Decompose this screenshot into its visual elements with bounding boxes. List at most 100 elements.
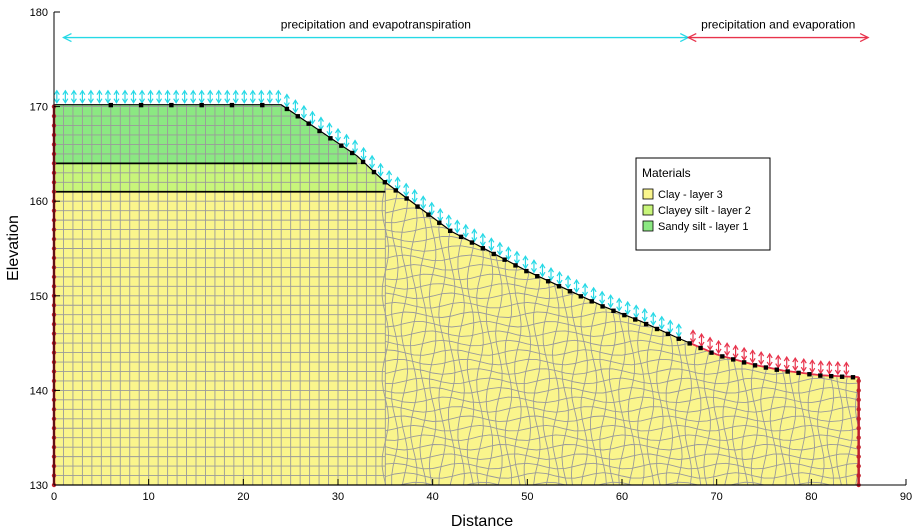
flux-arrowhead-down [724,350,731,357]
flux-arrowhead-up [505,246,512,252]
legend-entry-label: Sandy silt - layer 1 [658,221,748,233]
flux-arrowhead-up [352,139,359,145]
flux-arrowhead-up [147,89,154,96]
y-tick-label: 170 [30,102,48,114]
flux-arrowhead-down [616,306,623,312]
flux-arrowhead-down [104,98,111,104]
mesh-line [385,415,859,423]
flux-arrowhead-down [113,98,120,104]
flux-arrowhead-down [462,232,469,239]
x-tick-label: 70 [711,491,723,503]
flux-arrowhead-down [215,98,222,104]
flux-arrowhead-up [309,110,316,117]
surface-node [502,257,507,262]
flux-arrowhead-down [352,148,359,154]
legend-swatch [642,204,654,216]
flux-arrowhead-down [624,309,631,316]
flux-arrowhead-down [454,228,461,234]
flux-arrowhead-up [190,89,197,96]
flux-arrowhead-up [113,89,120,96]
surface-node [807,372,812,377]
surface-node [774,367,779,372]
right-boundary-node [856,407,861,412]
flux-arrowhead-down [190,98,197,104]
flux-arrowhead-down [62,98,69,104]
surface-node [229,102,235,108]
flux-arrowhead-down [834,369,841,376]
flux-arrowhead-up [843,361,850,367]
right-boundary-node [856,397,861,403]
right-boundary-node [856,435,861,440]
flux-arrowhead-up [130,89,137,96]
flux-arrowhead-down [667,328,674,334]
flux-arrowhead-up [616,297,623,303]
flux-arrowhead-up [766,352,773,359]
flux-arrowhead-up [104,89,111,96]
flux-arrowhead-up [650,311,657,318]
flux-arrowhead-up [181,89,188,96]
surface-node [437,220,442,225]
flux-arrowhead-up [386,169,393,176]
x-tick-label: 80 [805,491,817,503]
mesh-line [385,387,859,394]
flux-arrowhead-up [394,176,401,182]
flux-arrowhead-down [792,365,799,372]
flux-arrowhead-down [53,98,60,104]
surface-node [469,240,475,245]
x-tick-label: 60 [616,491,628,503]
right-boundary-node [856,454,861,459]
flux-arrowhead-down [741,355,748,362]
flux-arrowhead-down [96,98,103,104]
y-tick-label: 180 [30,7,48,19]
surface-node [306,121,311,126]
flux-arrowhead-down [689,338,697,344]
surface-node [633,317,638,322]
surface-node [284,106,290,112]
flux-arrowhead-down [224,98,231,104]
flux-arrowhead-down [181,98,188,104]
surface-node [138,102,144,108]
mesh-line [385,462,859,470]
flux-arrowhead-up [420,195,427,201]
flux-arrowhead-up [741,346,748,353]
flux-arrowhead-up [156,89,163,96]
legend-box [635,157,771,251]
mesh-line [385,453,859,460]
flux-arrowhead-up [675,323,682,329]
surface-node [643,321,649,327]
flux-arrowhead-up [800,358,807,364]
flux-arrowhead-down [292,107,299,114]
surface-node [589,299,594,304]
flux-arrowhead-up [198,89,205,96]
flux-arrowhead-up [79,89,86,96]
surface-node [720,354,725,359]
flux-arrowhead-down [258,98,265,104]
flux-arrowhead-up [369,154,376,161]
surface-flux-arrows [53,89,859,379]
right-boundary-node [856,444,861,450]
flux-arrowhead-down [334,136,342,143]
flux-arrowhead-down [522,263,529,270]
flux-arrowhead-down [411,197,418,204]
x-tick-label: 90 [900,491,912,503]
flux-arrowhead-down [232,98,239,104]
flux-arrowhead-up [326,122,333,128]
surface-node [829,373,834,379]
flux-arrowhead-down [809,367,816,374]
y-tick-label: 140 [30,385,48,397]
flux-arrowhead-up [317,116,324,122]
flux-arrowhead-down [843,370,850,376]
flux-arrowhead-down [749,358,756,364]
flux-arrowhead-up [232,89,239,96]
surface-node [665,331,671,337]
legend-entry-label: Clay - layer 3 [658,189,723,201]
x-ticks: 0 10 20 30 40 50 60 70 80 90 [51,479,912,503]
mesh-line [385,472,859,479]
boundary-condition-labels: precipitation and evapotranspiration prec… [62,18,870,43]
flux-arrowhead-up [215,89,222,96]
surface-node [839,374,845,379]
right-boundary-node [856,416,861,421]
flux-arrowhead-down [241,98,248,104]
x-tick-label: 40 [427,491,439,503]
surface-node [850,375,856,380]
